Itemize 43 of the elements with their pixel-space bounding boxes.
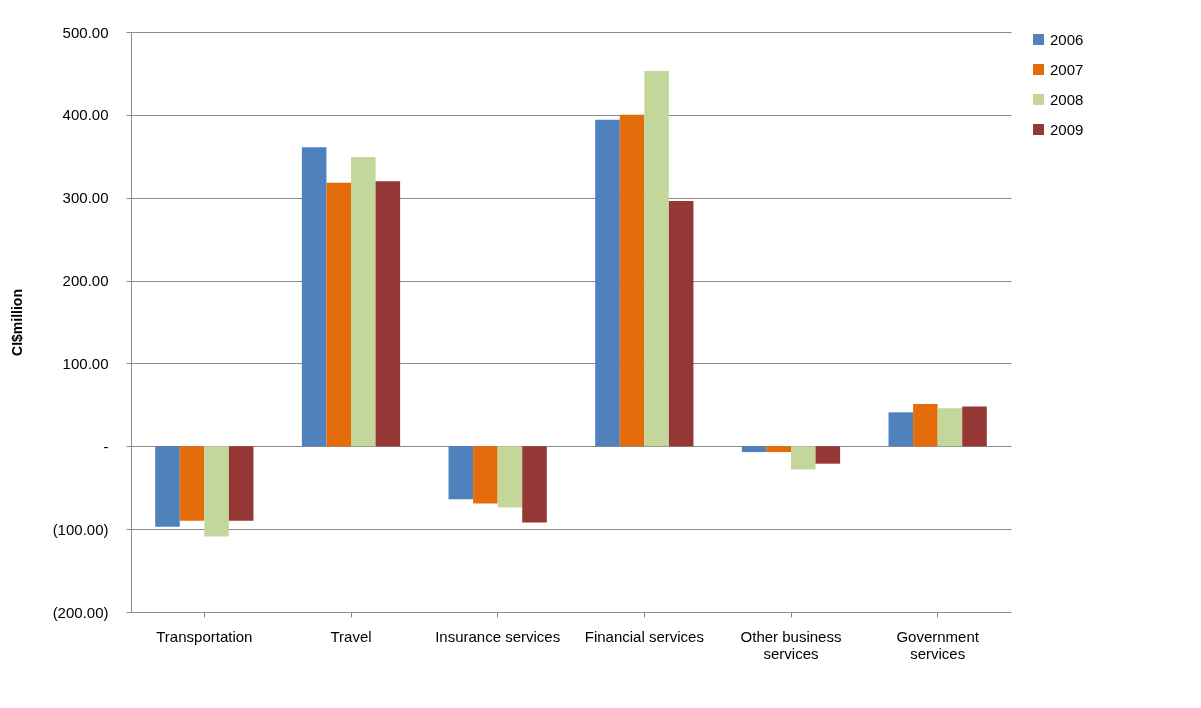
bar [962, 406, 987, 447]
bar [815, 446, 841, 464]
bar [375, 181, 401, 447]
bar [473, 446, 498, 504]
legend-label: 2007 [1050, 60, 1084, 78]
x-tick-label: Other business services [740, 627, 842, 662]
x-tick-label: Transportation [156, 627, 253, 645]
bar [619, 114, 645, 447]
bar [644, 70, 669, 447]
bar [766, 446, 791, 453]
bar [351, 157, 376, 447]
legend-label: 2009 [1050, 120, 1084, 138]
bar [668, 201, 694, 447]
x-tick-label: Financial services [584, 627, 704, 645]
bar [497, 446, 523, 508]
y-axis-title: CI$million [8, 289, 25, 356]
bar [204, 446, 229, 537]
y-tick-label: - [103, 437, 109, 455]
y-tick-label: 300.00 [62, 189, 109, 207]
y-tick-label: 100.00 [62, 354, 109, 372]
bar [741, 446, 767, 453]
bar [937, 408, 963, 447]
bar [228, 446, 254, 521]
y-tick-label: 200.00 [62, 272, 109, 290]
x-tick-label: Travel [330, 627, 372, 645]
y-tick-label: 500.00 [62, 23, 109, 41]
bar [326, 182, 351, 447]
legend-label: 2006 [1050, 30, 1084, 48]
y-tick-label: (200.00) [52, 603, 109, 621]
x-tick-label: Government services [896, 627, 980, 662]
bar [791, 446, 816, 470]
legend-label: 2008 [1050, 90, 1084, 108]
bar [913, 404, 938, 447]
x-tick-label: Insurance services [435, 627, 561, 645]
bar [301, 147, 327, 447]
y-tick-label: 400.00 [62, 106, 109, 124]
bar [522, 446, 547, 523]
bar [888, 412, 914, 447]
bar [155, 446, 180, 527]
y-tick-label: (100.00) [52, 520, 109, 538]
bar [179, 446, 205, 521]
bar [595, 119, 620, 447]
bar [448, 446, 474, 500]
